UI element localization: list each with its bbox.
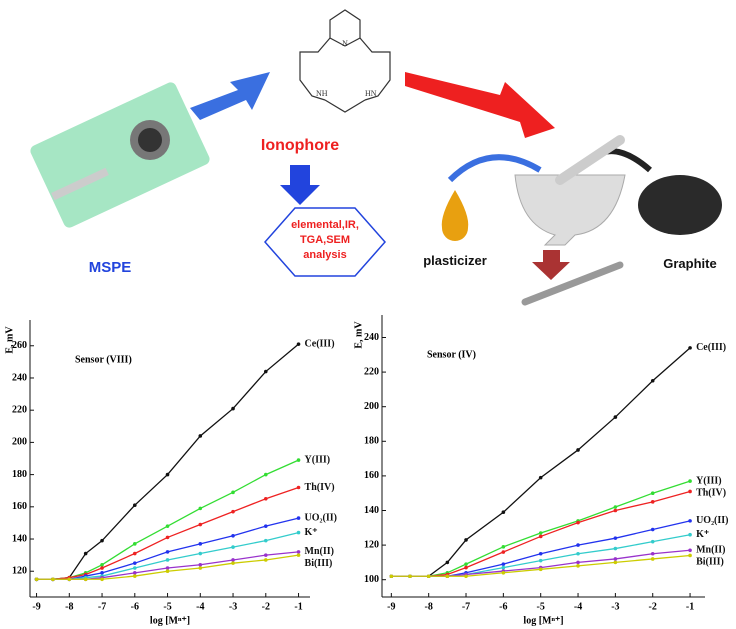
y-tick-label: 220 (12, 404, 27, 415)
y-tick-label: 140 (364, 505, 379, 516)
annotation: Sensor (VIII) (75, 354, 132, 365)
series-label: Th(IV) (696, 487, 726, 498)
x-tick-label: -1 (686, 601, 694, 612)
series-label: Bi(III) (696, 557, 724, 568)
red-arrow (405, 72, 555, 138)
y-tick-label: 140 (12, 533, 27, 544)
svg-text:N: N (342, 39, 348, 48)
series-label: K⁺ (696, 529, 709, 540)
x-tick-label: -9 (32, 601, 40, 612)
electrode (521, 261, 624, 306)
chart: 100 120 140 160 180 200 220 240 -9 -8 -7 -6 -5 -4 -3 -2… (353, 315, 729, 626)
dark-arrow (532, 250, 570, 280)
y-tick-label: 120 (12, 566, 27, 577)
x-tick-label: -7 (462, 601, 470, 612)
x-tick-label: -8 (65, 601, 73, 612)
x-tick-label: -7 (98, 601, 106, 612)
series-label: Y(III) (305, 454, 331, 465)
hexagon (263, 207, 387, 277)
x-tick-label: -1 (294, 601, 302, 612)
x-axis-label: log [Mⁿ⁺] (523, 615, 563, 626)
y-tick-label: 180 (12, 469, 27, 480)
mspe-electrode (30, 82, 210, 228)
x-tick-label: -4 (196, 601, 204, 612)
series-label: UO₂(II) (305, 512, 337, 523)
x-tick-label: -6 (131, 601, 139, 612)
x-tick-label: -2 (262, 601, 270, 612)
y-axis-label: E, mV (353, 321, 364, 349)
graphite (638, 175, 722, 235)
y-tick-label: 180 (364, 436, 379, 447)
oil-drop (441, 190, 469, 241)
y-tick-label: 160 (364, 470, 379, 481)
x-tick-label: -5 (537, 601, 545, 612)
mortar (514, 174, 626, 246)
series-label: Ce(III) (696, 342, 726, 353)
analysis-text: elemental,IR, (291, 219, 359, 231)
molecule: N NH HN (299, 9, 391, 113)
series-line (391, 554, 691, 577)
mspe-label: MSPE (89, 259, 132, 276)
curved-arrow (447, 154, 542, 183)
pestle (555, 135, 625, 185)
series-line (36, 486, 299, 580)
x-tick-label: -5 (163, 601, 171, 612)
x-tick-label: -4 (574, 601, 582, 612)
x-tick-label: -6 (499, 601, 507, 612)
series-label: UO₂(II) (696, 515, 728, 526)
ionophore-label: Ionophore (261, 137, 339, 154)
svg-text:NH: NH (316, 89, 328, 98)
chart: 120 140 160 180 200 220 240 260 -9 -8 -7 -6 -5 -4 -3 -2… (4, 320, 337, 626)
y-tick-label: 240 (364, 332, 379, 343)
annotation: Sensor (IV) (427, 349, 476, 360)
series-line (391, 347, 691, 577)
series-label: Th(IV) (305, 482, 335, 493)
plasticizer-label: plasticizer (423, 253, 487, 268)
x-tick-label: -3 (611, 601, 619, 612)
y-tick-label: 260 (12, 340, 27, 351)
series-label: Bi(III) (305, 558, 333, 569)
graphite-label: Graphite (663, 256, 716, 271)
x-tick-label: -3 (229, 601, 237, 612)
series-line (36, 343, 299, 580)
blue-arrow (190, 72, 270, 120)
x-axis-label: log [Mⁿ⁺] (150, 615, 190, 626)
x-tick-label: -8 (425, 601, 433, 612)
series-label: Ce(III) (305, 338, 335, 349)
y-tick-label: 100 (364, 574, 379, 585)
y-tick-label: 160 (12, 501, 27, 512)
y-tick-label: 220 (364, 366, 379, 377)
series-line (36, 554, 299, 580)
analysis-text: analysis (303, 249, 346, 261)
y-tick-label: 240 (12, 372, 27, 383)
x-tick-label: -2 (649, 601, 657, 612)
series-label: Mn(II) (696, 545, 725, 556)
y-axis-label: E, mV (4, 326, 15, 354)
analysis-text: TGA,SEM (300, 234, 350, 246)
svg-text:HN: HN (365, 89, 377, 98)
series-label: Y(III) (696, 475, 722, 486)
y-tick-label: 200 (364, 401, 379, 412)
y-tick-label: 200 (12, 437, 27, 448)
graphical-abstract: N NH HN Ionophore elemental,IR, TGA,SEM … (30, 9, 722, 306)
series-label: K⁺ (305, 527, 318, 538)
series-label: Mn(II) (305, 546, 334, 557)
x-tick-label: -9 (387, 601, 395, 612)
down-arrow (280, 165, 320, 205)
y-tick-label: 120 (364, 539, 379, 550)
